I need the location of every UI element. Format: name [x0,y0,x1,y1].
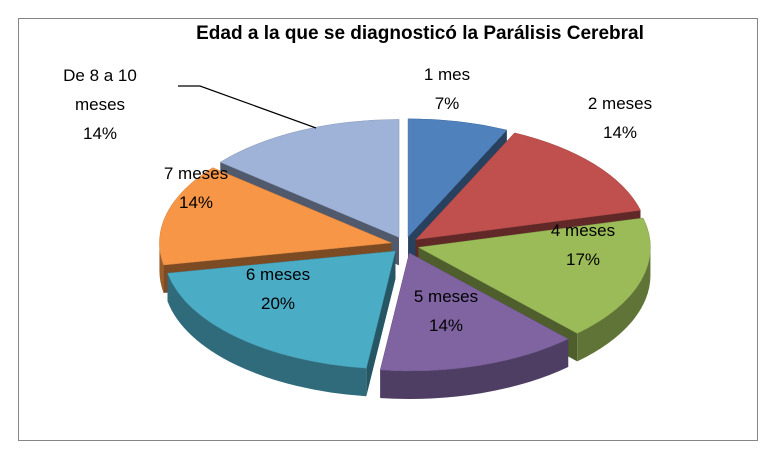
category-label: De 8 a 10 meses [63,66,137,114]
percent-label: 14% [82,124,118,143]
category-label: 6 meses [245,265,311,284]
percent-label: 20% [260,294,296,313]
slice-wall [159,242,164,294]
slice-wall [380,339,569,399]
slice-label: 2 meses 14% [580,89,660,147]
leader-line [178,85,317,129]
slice-label: 5 meses 14% [401,282,491,340]
slice-label: 6 meses 20% [233,260,323,318]
percent-label: 14% [428,316,464,335]
pie-slice [219,119,400,238]
slice-label: 4 meses 17% [538,216,628,274]
pie-slice [417,217,651,334]
pie-slice [167,250,396,369]
slice-label: 7 meses 14% [151,159,241,217]
pie-slice [379,252,569,372]
pie-slice [415,132,641,240]
slice-label: De 8 a 10 meses 14% [45,61,155,148]
pie [159,118,651,399]
category-label: 1 mes [423,65,471,84]
percent-label: 14% [178,193,214,212]
category-label: 4 meses [550,221,616,240]
percent-label: 14% [602,123,638,142]
pie-slice [159,167,392,266]
percent-label: 7% [434,94,460,113]
slice-side [366,251,396,397]
slice-label: 1 mes 7% [407,60,487,118]
chart-title: Edad a la que se diagnosticó la Parálisi… [196,23,644,44]
slice-wall [577,247,651,362]
category-label: 7 meses [163,164,229,183]
pie-slice [407,118,508,238]
category-label: 5 meses [413,287,479,306]
category-label: 2 meses [587,94,653,113]
slice-wall [167,273,367,397]
percent-label: 17% [565,250,601,269]
